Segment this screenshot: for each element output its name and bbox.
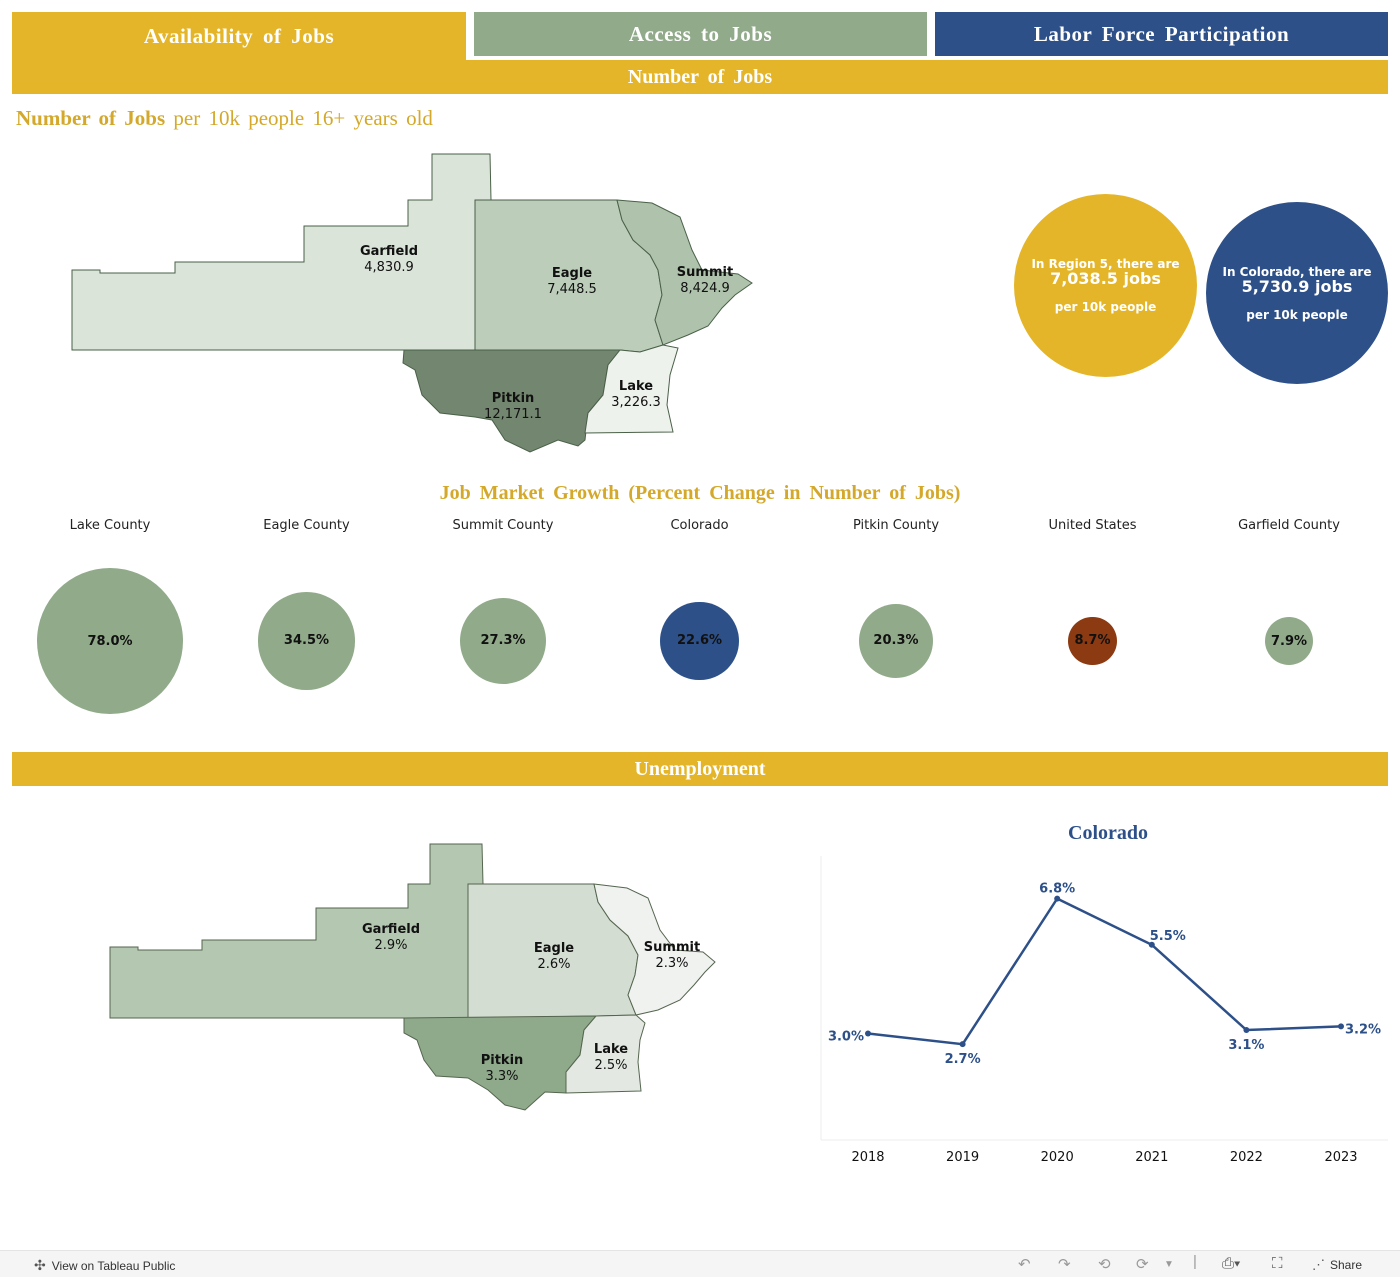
tableau-footer: ✣ View on Tableau Public ↶ ↷ ⟲ ⟳ ▼ | ⎙▾ … (0, 1250, 1400, 1277)
line-point[interactable] (1338, 1023, 1344, 1030)
growth-value: 22.6% (676, 633, 723, 649)
growth-label: Colorado (670, 518, 729, 533)
redo-icon[interactable]: ↷ (1058, 1256, 1071, 1273)
view-label: View on Tableau Public (51, 1258, 176, 1273)
growth-label: Garfield County (1238, 518, 1340, 533)
section-header-unemployment: Unemployment (12, 752, 1388, 786)
growth-label: United States (1048, 518, 1137, 533)
growth-bubble[interactable]: 8.7% (1068, 616, 1117, 666)
region-jobs-bubble: In Region 5, there are 7,038.5 jobs per … (1014, 194, 1197, 377)
growth-bubble[interactable]: 20.3% (858, 603, 934, 679)
growth-value: 27.3% (480, 633, 526, 649)
line-point[interactable] (959, 1041, 966, 1048)
x-tick-label: 2020 (1041, 1150, 1074, 1165)
county-lake[interactable] (584, 344, 679, 434)
tab-labor-force-participation[interactable]: Labor Force Participation (935, 12, 1388, 56)
subtitle-rest: per 10k people 16+ years old (173, 106, 433, 130)
x-tick-label: 2021 (1135, 1150, 1168, 1165)
line-data-label: 5.5% (1150, 929, 1186, 944)
line-data-label: 6.8% (1039, 882, 1075, 897)
growth-value: 7.9% (1270, 633, 1308, 649)
growth-bubble[interactable]: 34.5% (257, 592, 356, 690)
growth-label: Lake County (69, 518, 151, 533)
line-point[interactable] (1148, 941, 1155, 948)
tableau-logo-icon: ✣ (34, 1257, 46, 1273)
tab-access-to-jobs[interactable]: Access to Jobs (474, 12, 927, 56)
jobs-map-subtitle: Number of Jobs per 10k people 16+ years … (16, 106, 433, 131)
subtitle-bold: Number of Jobs (16, 106, 166, 130)
bubble-line: In Colorado, there are (1222, 264, 1372, 279)
growth-value: 8.7% (1074, 633, 1111, 649)
undo-icon[interactable]: ↶ (1018, 1256, 1031, 1273)
divider: | (1193, 1253, 1197, 1270)
share-button[interactable]: ⋰ Share (1312, 1257, 1362, 1273)
growth-label: Eagle County (263, 518, 350, 533)
x-tick-label: 2023 (1324, 1150, 1357, 1165)
jobs-county-map (71, 153, 753, 453)
growth-bubble[interactable]: 27.3% (459, 597, 547, 685)
growth-value: 20.3% (873, 633, 919, 649)
fullscreen-icon[interactable]: ⛶ (1272, 1255, 1283, 1272)
bubble-line: In Region 5, there are (1031, 257, 1180, 271)
line-series (867, 896, 1342, 1046)
growth-label: Summit County (452, 518, 554, 533)
bubble-value: 7,038.5 jobs (1050, 269, 1161, 288)
section-title: Unemployment (634, 757, 766, 780)
x-tick-label: 2022 (1230, 1150, 1263, 1165)
line-data-label: 3.0% (828, 1030, 864, 1045)
growth-value: 78.0% (87, 633, 133, 649)
section-title: Number of Jobs (627, 65, 773, 88)
chevron-down-icon[interactable]: ▼ (1164, 1259, 1174, 1270)
download-icon[interactable]: ⎙▾ (1222, 1255, 1241, 1272)
tab-availability-of-jobs[interactable]: Availability of Jobs (12, 12, 466, 60)
county-lake[interactable] (565, 1014, 646, 1094)
x-tick-label: 2019 (946, 1150, 979, 1165)
growth-value: 34.5% (283, 633, 330, 649)
line-chart-title: Colorado (1068, 822, 1148, 844)
revert-icon[interactable]: ⟲ (1098, 1256, 1111, 1273)
county-summit[interactable] (616, 199, 753, 346)
growth-label: Pitkin County (852, 518, 940, 533)
growth-title: Job Market Growth (Percent Change in Num… (439, 482, 961, 504)
line-point[interactable] (1243, 1026, 1250, 1033)
colorado-jobs-bubble: In Colorado, there are 5,730.9 jobs per … (1206, 202, 1388, 384)
line-data-label: 3.1% (1228, 1038, 1264, 1053)
line-point[interactable] (1054, 895, 1061, 902)
share-label: Share (1330, 1258, 1363, 1272)
growth-bubble[interactable]: 22.6% (660, 601, 739, 681)
county-summit[interactable] (593, 883, 716, 1016)
growth-bubble[interactable]: 78.0% (37, 568, 183, 714)
share-icon: ⋰ (1312, 1257, 1325, 1272)
growth-bubble[interactable]: 7.9% (1265, 617, 1313, 665)
refresh-icon[interactable]: ⟳ (1136, 1256, 1149, 1273)
line-data-label: 2.7% (945, 1052, 981, 1067)
tab-label: Access to Jobs (628, 21, 773, 46)
section-header-number-of-jobs: Number of Jobs (12, 60, 1388, 94)
bubble-line: per 10k people (1246, 307, 1348, 322)
view-on-tableau-link[interactable]: ✣ View on Tableau Public (34, 1257, 175, 1274)
tab-label: Labor Force Participation (1033, 21, 1290, 46)
bubble-value: 5,730.9 jobs (1241, 276, 1353, 296)
tab-label: Availability of Jobs (143, 23, 335, 48)
line-data-label: 3.2% (1345, 1022, 1381, 1037)
line-point[interactable] (865, 1030, 871, 1037)
x-tick-label: 2018 (851, 1150, 884, 1165)
bubble-line: per 10k people (1054, 300, 1157, 314)
